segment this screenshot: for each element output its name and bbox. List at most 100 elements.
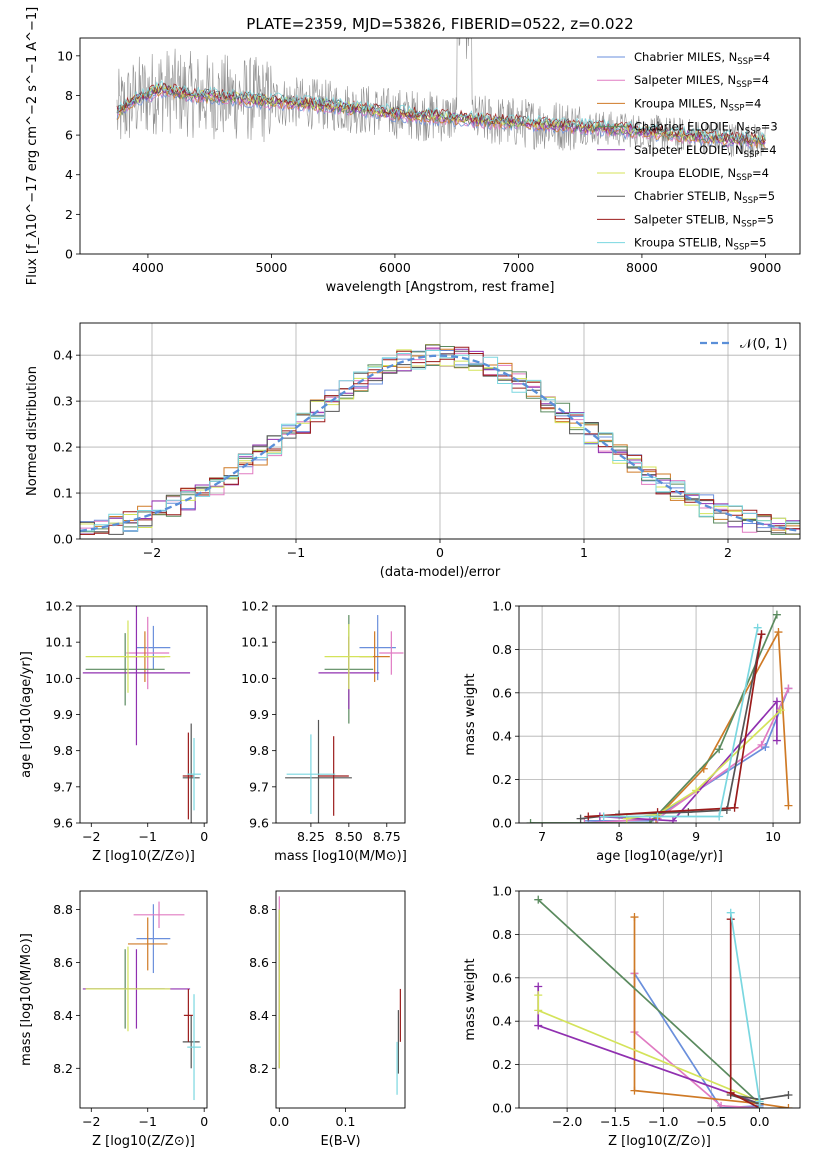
age_vs_Z-point-4 bbox=[85, 633, 165, 706]
spectrum-marks bbox=[116, 38, 766, 159]
mass_vs_Z-ytick-label: 8.8 bbox=[53, 902, 73, 917]
massweight_vs_age-frame bbox=[518, 605, 801, 824]
residuals-xtick-label: 1 bbox=[580, 545, 588, 560]
age_vs_mass-ytick-label: 9.9 bbox=[249, 707, 269, 722]
mass_vs_ebv-ytick-label: 8.6 bbox=[249, 955, 269, 970]
age_vs_Z-frame bbox=[79, 605, 208, 824]
age_vs_Z-ytick-label: 10.0 bbox=[45, 671, 73, 686]
mass_vs_ebv-plot-bg bbox=[276, 891, 405, 1108]
massweight_vs_Z-marker bbox=[534, 991, 543, 1000]
legend-label-7: Chabrier STELIB, NSSP=5 bbox=[634, 189, 775, 206]
massweight_vs_Z-xtick-label: 0.0 bbox=[750, 1114, 770, 1129]
massweight_vs_Z-marker bbox=[534, 982, 543, 991]
age_vs_mass-point-2 bbox=[379, 631, 404, 675]
mass_vs_Z-frame bbox=[79, 890, 208, 1109]
residuals-ytick-label: 0.3 bbox=[53, 394, 73, 409]
massweight_vs_age-marker bbox=[722, 805, 731, 814]
normal-curve bbox=[80, 354, 800, 533]
age_vs_mass-plot-bg bbox=[276, 606, 405, 823]
legend-label-6: Kroupa ELODIE, NSSP=4 bbox=[634, 166, 769, 183]
spectrum-ytick-label: 8 bbox=[65, 88, 73, 103]
age_vs_Z-xtick-label: −2 bbox=[82, 829, 100, 844]
massweight_vs_age-ytick-label: 0.6 bbox=[492, 685, 512, 700]
mass_vs_ebv-ytick-label: 8.2 bbox=[249, 1061, 269, 1076]
spectrum-xtick-label: 5000 bbox=[256, 260, 288, 275]
residuals-axes: −2 −1 0 1 2 0.0 0.1 0.2 0.3 0.4 (data-model)/error… bbox=[25, 322, 801, 580]
age_vs_Z-point-8 bbox=[182, 732, 195, 820]
spectrum-ytick-label: 2 bbox=[65, 207, 73, 222]
spectrum-model-line-7 bbox=[116, 83, 766, 145]
mass_vs_Z-ylabel: mass [log10(M/M⊙)] bbox=[19, 933, 34, 1066]
massweight_vs_age-marker bbox=[772, 697, 781, 706]
massweight_vs_age-xtick-label: 9 bbox=[692, 829, 700, 844]
age_vs_Z-ytick-label: 9.8 bbox=[53, 743, 73, 758]
massweight_vs_Z-marker bbox=[726, 1088, 735, 1097]
age_vs_Z-xtick-label: 0 bbox=[200, 829, 208, 844]
spectrum-legend: Chabrier MILES, NSSP=4 Salpeter MILES, NS… bbox=[597, 50, 778, 253]
massweight_vs_age-axes: 7 8 9 10 0.0 0.2 0.4 0.6 0.8 1.0 age [log10(age/yr… bbox=[463, 599, 801, 864]
massweight_vs_Z-ytick-label: 1.0 bbox=[492, 884, 512, 899]
spectrum-ytick-label: 6 bbox=[65, 128, 73, 143]
massweight_vs_Z-ytick-label: 0.2 bbox=[492, 1057, 512, 1072]
massweight_vs_age-marks bbox=[526, 610, 793, 823]
massweight_vs_age-ytick-label: 1.0 bbox=[492, 599, 512, 614]
spectrum-xtick-label: 4000 bbox=[132, 260, 164, 275]
massweight_vs_age-ytick-label: 0.8 bbox=[492, 642, 512, 657]
age_vs_mass-point-7 bbox=[285, 719, 352, 823]
mass_vs_ebv-xtick-label: 0.1 bbox=[336, 1114, 356, 1129]
mass_vs_Z-xtick-label: −1 bbox=[139, 1114, 157, 1129]
age_vs_mass-ytick-label: 9.8 bbox=[249, 743, 269, 758]
spectrum-xlabel: wavelength [Angstrom, rest frame] bbox=[326, 280, 555, 295]
spectrum-xtick-label: 7000 bbox=[503, 260, 535, 275]
massweight_vs_age-plot-bg bbox=[519, 606, 800, 823]
massweight_vs_Z-ytick-label: 0.0 bbox=[492, 1101, 512, 1116]
massweight_vs_Z-series-3 bbox=[633, 917, 789, 1108]
legend-normal-label: 𝒩(0, 1) bbox=[740, 337, 787, 352]
massweight_vs_age-marker bbox=[576, 814, 585, 823]
spectrum-ytick-label: 4 bbox=[65, 167, 73, 182]
age_vs_Z-point-9 bbox=[187, 738, 201, 811]
residuals-xtick-label: −1 bbox=[287, 545, 305, 560]
massweight_vs_age-marker bbox=[653, 812, 662, 821]
massweight_vs_age-xtick-label: 8 bbox=[615, 829, 623, 844]
mass_vs_Z-point-1 bbox=[136, 904, 171, 974]
mass_vs_Z-point-7 bbox=[182, 1015, 200, 1069]
residuals-frame bbox=[79, 322, 801, 540]
mass_vs_Z-ytick-label: 8.2 bbox=[53, 1061, 73, 1076]
massweight_vs_age-marker bbox=[757, 740, 766, 749]
age_vs_mass-ytick-label: 9.7 bbox=[249, 779, 269, 794]
massweight_vs_Z-marker bbox=[755, 1104, 764, 1108]
mass_vs_ebv-marks bbox=[278, 896, 401, 1095]
spectrum-plot-bg bbox=[80, 38, 800, 254]
massweight_vs_age-ytick-label: 0.4 bbox=[492, 729, 512, 744]
massweight_vs_Z-marker bbox=[784, 1090, 793, 1099]
massweight_vs_Z-marker bbox=[717, 1101, 726, 1108]
massweight_vs_age-marker bbox=[772, 736, 781, 745]
mass_vs_Z-ytick-label: 8.4 bbox=[53, 1008, 73, 1023]
massweight_vs_age-marker bbox=[730, 803, 739, 812]
mass_vs_Z-point-3 bbox=[127, 917, 168, 971]
residuals-ytick-label: 0.1 bbox=[53, 486, 73, 501]
massweight_vs_age-series-8 bbox=[588, 634, 763, 818]
mass_vs_Z-xlabel: Z [log10(Z/Z⊙)] bbox=[92, 1134, 195, 1149]
residuals-xtick-label: 2 bbox=[724, 545, 732, 560]
massweight_vs_age-xtick-label: 10 bbox=[765, 829, 781, 844]
age_vs_mass-xtick-label: 8.50 bbox=[335, 829, 363, 844]
mass_vs_Z-point-8 bbox=[183, 988, 193, 1042]
massweight_vs_Z-marks bbox=[534, 895, 793, 1108]
massweight_vs_age-series-9 bbox=[603, 627, 759, 818]
legend-label-9: Kroupa STELIB, NSSP=5 bbox=[634, 236, 766, 253]
age_vs_Z-ytick-label: 9.9 bbox=[53, 707, 73, 722]
legend-label-2: Salpeter MILES, NSSP=4 bbox=[634, 73, 769, 90]
massweight_vs_Z-ytick-label: 0.4 bbox=[492, 1014, 512, 1029]
age_vs_mass-xtick-label: 8.75 bbox=[373, 829, 401, 844]
massweight_vs_age-series-3 bbox=[655, 628, 790, 820]
age_vs_mass-ytick-label: 9.6 bbox=[249, 816, 269, 831]
massweight_vs_Z-plot-bg bbox=[519, 891, 800, 1108]
massweight_vs_Z-marker bbox=[726, 908, 735, 917]
mass_vs_ebv-ytick-label: 8.8 bbox=[249, 902, 269, 917]
age_vs_Z-ylabel: age [log10(age/yr)] bbox=[19, 651, 34, 778]
massweight_vs_age-ylabel: mass weight bbox=[463, 673, 478, 755]
mass_vs_Z-point-2 bbox=[133, 901, 185, 929]
age_vs_Z-xtick-label: −1 bbox=[139, 829, 157, 844]
